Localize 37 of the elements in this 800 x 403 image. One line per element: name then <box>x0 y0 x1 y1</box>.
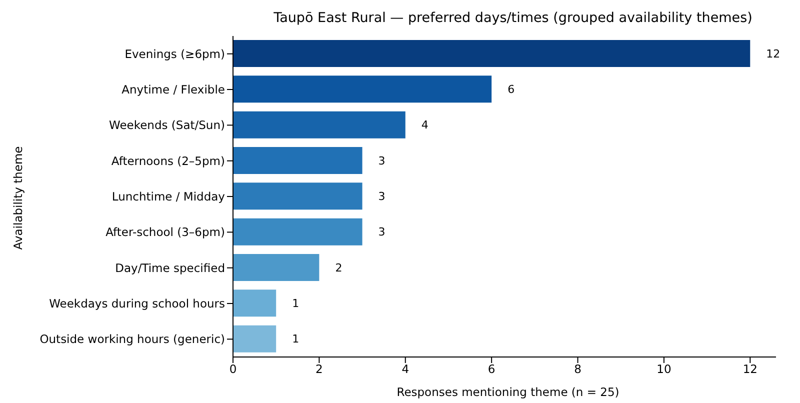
bar <box>233 182 362 210</box>
x-tick-label: 4 <box>402 362 410 376</box>
data-label: 4 <box>421 118 428 132</box>
bar <box>233 76 492 103</box>
bar <box>233 111 406 138</box>
bar <box>233 40 750 67</box>
data-label: 2 <box>335 261 342 274</box>
y-tick-label: Outside working hours (generic) <box>40 332 225 346</box>
chart-title: Taupō East Rural — preferred days/times (grouped availability themes) <box>272 10 754 26</box>
bar <box>233 147 362 174</box>
y-tick-label: After-school (3–6pm) <box>106 225 225 240</box>
bar <box>233 325 276 352</box>
data-label: 3 <box>378 190 386 204</box>
y-tick-label: Weekends (Sat/Sun) <box>109 118 225 132</box>
data-label: 1 <box>292 332 300 346</box>
x-tick-label: 8 <box>574 362 582 376</box>
bar <box>233 218 362 246</box>
x-axis-title: Responses mentioning theme (n = 25) <box>396 385 620 399</box>
y-tick-label: Lunchtime / Midday <box>112 190 226 204</box>
data-label: 3 <box>378 154 386 168</box>
data-label: 6 <box>508 83 515 96</box>
bar <box>233 254 320 281</box>
y-tick-label: Anytime / Flexible <box>122 82 225 97</box>
x-tick-label: 10 <box>656 362 672 376</box>
bar <box>233 290 276 317</box>
x-tick-label: 6 <box>488 362 496 376</box>
data-label: 12 <box>766 47 780 60</box>
data-label: 3 <box>378 226 386 239</box>
y-tick-label: Evenings (≥6pm) <box>124 46 225 61</box>
y-tick-label: Day/Time specified <box>115 260 225 275</box>
y-axis-title: Availability theme <box>11 146 25 250</box>
x-tick-label: 12 <box>742 362 758 376</box>
x-tick-label: 0 <box>229 362 237 376</box>
y-tick-label: Afternoons (2–5pm) <box>111 154 225 168</box>
x-tick-label: 2 <box>316 362 323 376</box>
y-tick-label: Weekdays during school hours <box>49 296 226 311</box>
data-label: 1 <box>292 297 300 310</box>
